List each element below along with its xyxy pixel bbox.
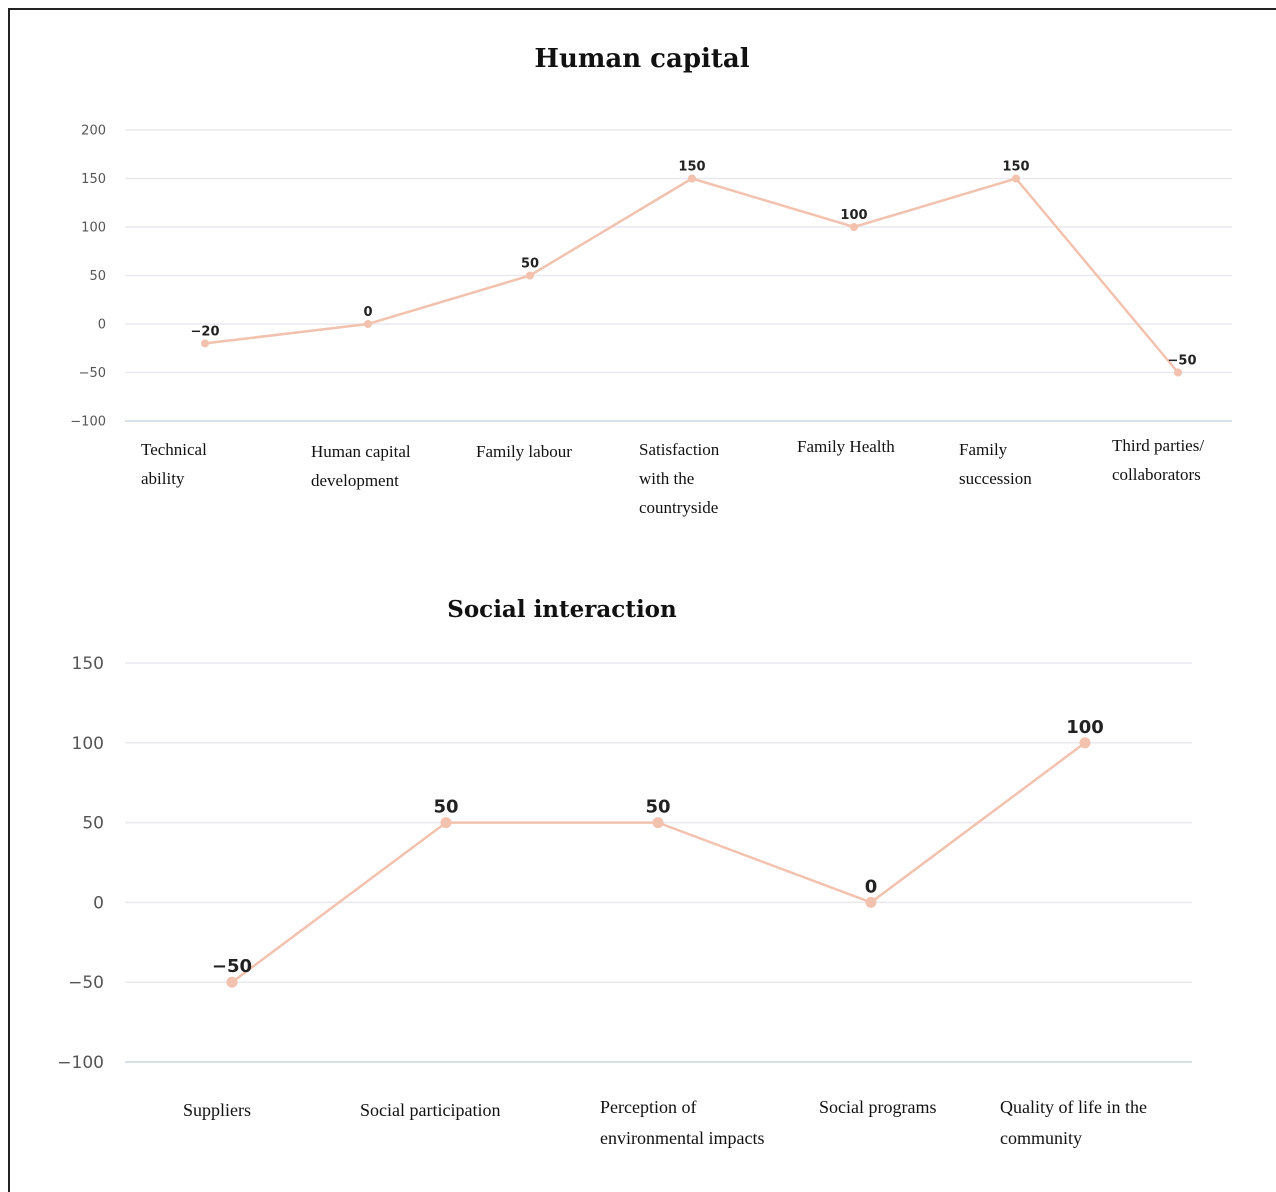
data-point — [1012, 174, 1020, 183]
data-point — [364, 320, 372, 328]
x-category-label: Suppliers — [183, 1100, 251, 1120]
data-point — [201, 339, 209, 348]
data-point — [1079, 737, 1091, 749]
y-tick-label: −50 — [68, 973, 104, 993]
data-label: −20 — [191, 324, 220, 339]
x-category-label-line: Family labour — [476, 442, 572, 461]
y-tick-label: −100 — [70, 415, 106, 430]
x-category-label: Family Health — [797, 437, 895, 456]
data-point — [688, 174, 696, 183]
y-tick-label: −100 — [57, 1053, 104, 1073]
x-category-label: Family succession — [959, 440, 1032, 488]
x-category-label-line: Technical — [141, 440, 207, 459]
x-category-label: Family labour — [476, 442, 572, 461]
y-tick-label: 50 — [89, 269, 106, 284]
chart-title: Social interaction — [447, 596, 677, 623]
y-tick-label: 150 — [72, 654, 104, 674]
data-label: 0 — [865, 876, 878, 897]
x-category-label: Third parties/collaborators — [1112, 436, 1204, 484]
x-category-label-line: Quality of life in the — [1000, 1097, 1147, 1117]
data-point — [1174, 368, 1182, 377]
x-category-label-line: Third parties/ — [1112, 436, 1204, 455]
y-tick-label: 150 — [81, 172, 106, 187]
x-category-label-line: Perception of — [600, 1097, 696, 1117]
x-category-label-line: Satisfaction — [639, 440, 720, 459]
data-label: 100 — [840, 208, 867, 223]
data-point — [850, 223, 858, 231]
x-category-label-line: Human capital — [311, 442, 411, 461]
x-category-label-line: environmental impacts — [600, 1128, 764, 1148]
data-point — [526, 271, 534, 280]
x-category-label: Social participation — [360, 1100, 500, 1120]
chart-title: Human capital — [534, 44, 749, 74]
x-category-label-line: countryside — [639, 498, 718, 517]
y-tick-label: 0 — [93, 893, 104, 913]
data-point — [652, 817, 664, 829]
y-tick-label: 100 — [81, 221, 106, 236]
data-label: 0 — [363, 305, 372, 320]
y-tick-label: −50 — [79, 366, 106, 381]
x-category-label: Human capital development — [311, 442, 411, 490]
human-capital-chart: Human capital 200 150 100 50 0 −50 −100 −20 0 50 1… — [70, 44, 1232, 517]
x-category-label-line: Social participation — [360, 1100, 500, 1120]
x-category-label-line: succession — [959, 469, 1032, 488]
data-label: 150 — [1002, 160, 1029, 175]
y-tick-label: 50 — [82, 814, 104, 834]
x-category-label-line: development — [311, 471, 399, 490]
y-tick-label: 100 — [72, 734, 104, 754]
data-point — [865, 896, 877, 908]
x-category-label-line: Family — [959, 440, 1008, 459]
x-category-label: Social programs — [819, 1097, 936, 1117]
social-interaction-chart: Social interaction 150 100 50 0 −50 −100 −50 50… — [57, 596, 1192, 1148]
data-label: 50 — [433, 797, 458, 818]
data-label: 50 — [645, 797, 670, 818]
x-category-label-line: Social programs — [819, 1097, 936, 1117]
y-tick-label: 200 — [81, 124, 106, 139]
x-category-label-line: collaborators — [1112, 465, 1201, 484]
series-line — [231, 741, 1086, 984]
data-label: 100 — [1066, 717, 1104, 738]
x-category-label-line: with the — [639, 469, 694, 488]
x-category-label: Quality of life in the community — [1000, 1097, 1147, 1148]
figure-frame — [8, 8, 1276, 1192]
x-category-label: Perception of environmental impacts — [600, 1097, 764, 1148]
x-category-label: Satisfaction with the countryside — [639, 440, 720, 517]
data-point — [440, 817, 452, 829]
data-label: −50 — [1168, 354, 1197, 369]
data-label: 50 — [521, 257, 539, 272]
y-tick-label: 0 — [98, 318, 106, 333]
x-category-label-line: community — [1000, 1128, 1082, 1148]
x-category-label: Technical ability — [141, 440, 207, 488]
data-label: −50 — [212, 956, 252, 977]
x-category-label-line: Suppliers — [183, 1100, 251, 1120]
x-category-label-line: ability — [141, 469, 185, 488]
x-category-label-line: Family Health — [797, 437, 895, 456]
data-point — [226, 976, 238, 988]
data-label: 150 — [678, 160, 705, 175]
